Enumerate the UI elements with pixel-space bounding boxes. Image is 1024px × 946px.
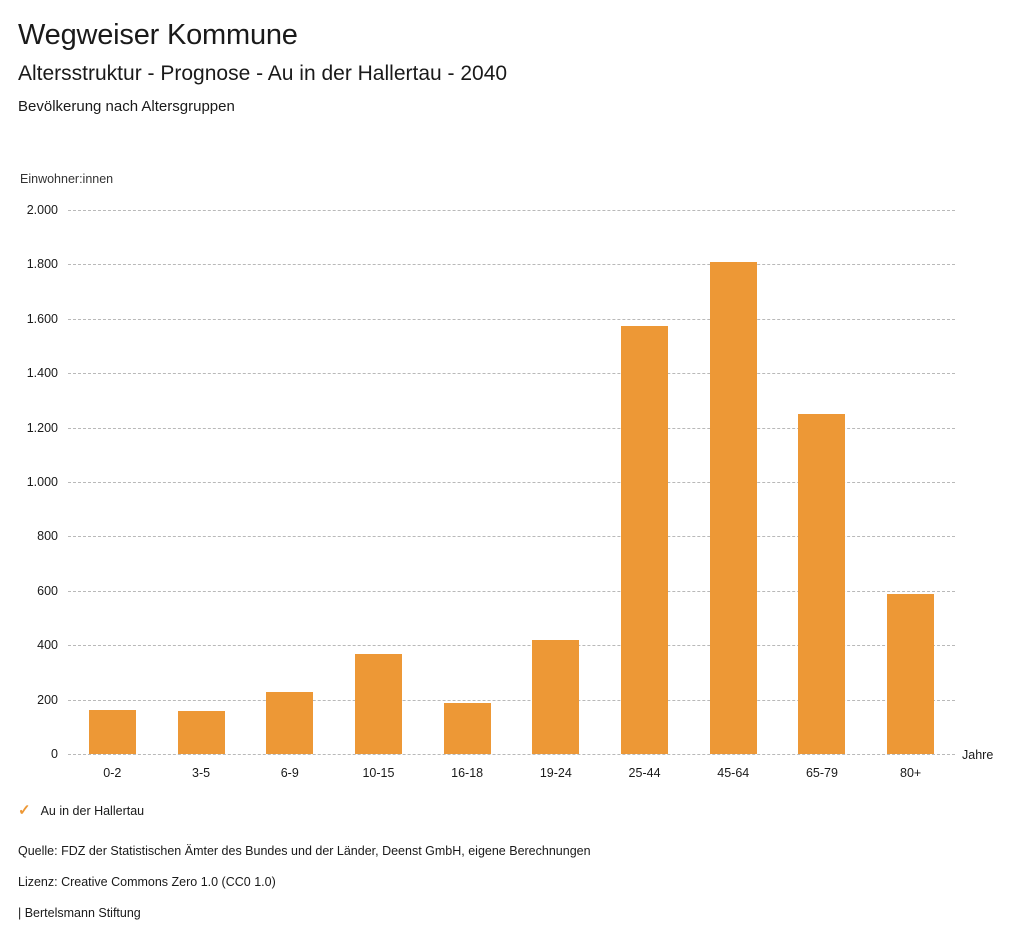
gridline — [68, 264, 955, 266]
plot-area: 0 200 400 600 800 1.000 1.200 1.400 1.600 1.800 2.… — [27, 203, 955, 780]
gridline — [68, 754, 955, 755]
gridline — [68, 427, 955, 429]
gridline — [68, 318, 955, 320]
x-axis-tick-label: 45-64 — [717, 766, 750, 780]
license-note: Lizenz: Creative Commons Zero 1.0 (CC0 1… — [18, 875, 276, 889]
chart-legend[interactable]: ✓ Au in der Hallertau — [18, 803, 144, 818]
y-axis-tick-label: 1.400 — [26, 366, 58, 381]
y-axis-tick-label: 1.200 — [26, 420, 58, 435]
y-axis-title: Einwohner:innen — [20, 172, 114, 186]
y-axis-tick-label: 1.000 — [26, 475, 58, 489]
x-axis-tick-label: 25-44 — [628, 766, 661, 780]
bar-10-15[interactable] — [354, 653, 402, 754]
page-title: Wegweiser Kommune — [18, 19, 298, 51]
y-axis-tick-label: 600 — [37, 583, 58, 598]
bar-16-18[interactable] — [443, 703, 491, 754]
gridline — [68, 482, 955, 483]
chart-caption: Bevölkerung nach Altersgruppen — [18, 98, 235, 115]
x-axis-tick-label: 65-79 — [805, 766, 838, 780]
x-axis-tick-label: 6-9 — [280, 766, 299, 780]
x-axis-tick-label: 3-5 — [192, 766, 211, 780]
y-axis-tick-label: 2.000 — [26, 203, 58, 217]
source-note: Quelle: FDZ der Statistischen Ämter des … — [18, 844, 591, 858]
x-axis-tick-label: 16-18 — [451, 766, 484, 780]
bar-3-5[interactable] — [177, 711, 225, 754]
y-axis-tick-label: 400 — [37, 638, 58, 653]
gridline — [68, 699, 955, 701]
gridline — [68, 645, 955, 647]
chart-subtitle: Altersstruktur - Prognose - Au in der Ha… — [18, 62, 508, 85]
check-icon: ✓ — [18, 802, 31, 819]
bar-19-24[interactable] — [532, 639, 580, 754]
bar-25-44[interactable] — [621, 325, 669, 754]
x-axis-tick-label: 0-2 — [103, 766, 122, 780]
y-axis-tick-label: 200 — [37, 692, 58, 707]
publisher-note: | Bertelsmann Stiftung — [18, 906, 141, 920]
gridline — [68, 210, 955, 211]
gridline — [68, 373, 955, 375]
x-axis-tick-label: 10-15 — [362, 766, 395, 780]
y-axis-tick-label: 1.800 — [26, 257, 58, 272]
chart-footer: Quelle: FDZ der Statistischen Ämter des … — [18, 843, 978, 936]
x-axis-title: Jahre — [962, 748, 994, 762]
bar-0-2[interactable] — [88, 710, 136, 754]
bar-65-79[interactable] — [798, 414, 846, 754]
y-axis-tick-label: 1.600 — [26, 311, 58, 326]
x-axis-tick-label: 19-24 — [539, 766, 572, 780]
bar-80+[interactable] — [887, 593, 935, 754]
chart-header: Wegweiser Kommune Altersstruktur - Progn… — [0, 0, 1024, 117]
y-axis-tick-label: 0 — [51, 747, 58, 761]
bar-45-64[interactable] — [709, 261, 757, 754]
gridline — [68, 590, 955, 592]
legend-item-label: Au in der Hallertau — [40, 803, 145, 818]
bar-6-9[interactable] — [266, 691, 314, 754]
bar-chart: Einwohner:innen 0 200 400 600 800 1.000 1.200 1… — [0, 160, 1024, 785]
x-axis-tick-label: 80+ — [900, 766, 922, 780]
y-axis-tick-label: 800 — [37, 529, 58, 544]
gridline — [68, 536, 955, 538]
